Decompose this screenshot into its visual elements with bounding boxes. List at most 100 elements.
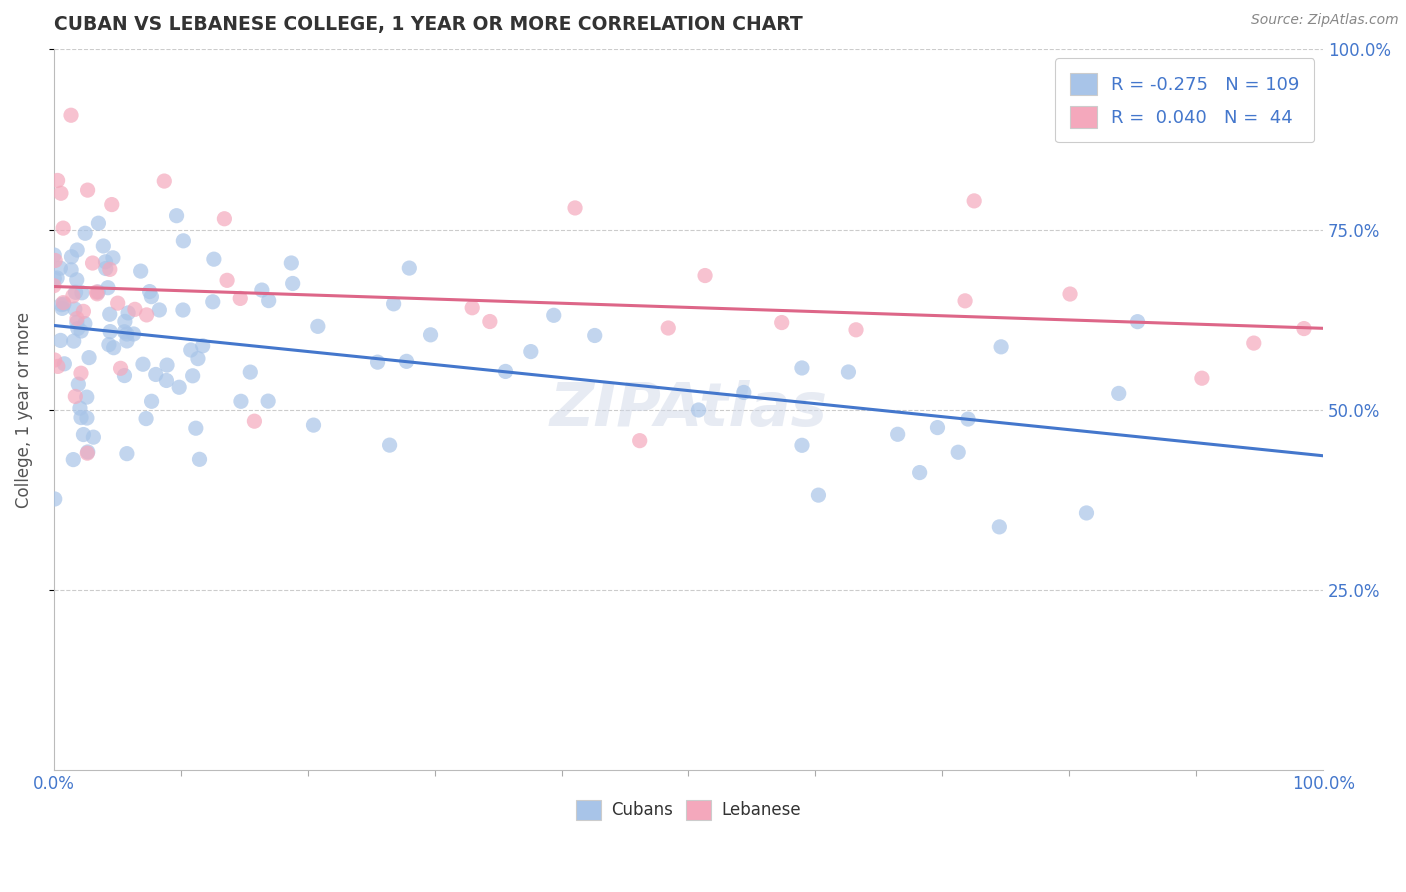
Point bbox=[110, 361, 132, 376]
Point bbox=[76, 183, 98, 197]
Point bbox=[129, 264, 152, 278]
Point bbox=[141, 290, 163, 304]
Point bbox=[124, 302, 146, 317]
Point bbox=[72, 427, 94, 442]
Point bbox=[693, 268, 716, 283]
Point bbox=[97, 337, 120, 351]
Point bbox=[66, 315, 89, 329]
Point bbox=[302, 418, 325, 433]
Point bbox=[66, 273, 89, 287]
Point bbox=[52, 295, 75, 310]
Point bbox=[107, 296, 129, 310]
Point bbox=[886, 427, 908, 442]
Point bbox=[76, 445, 98, 459]
Point bbox=[1076, 506, 1098, 520]
Point bbox=[145, 368, 167, 382]
Point bbox=[155, 374, 177, 388]
Point bbox=[583, 328, 606, 343]
Point bbox=[42, 278, 65, 293]
Point bbox=[217, 273, 239, 287]
Text: CUBAN VS LEBANESE COLLEGE, 1 YEAR OR MORE CORRELATION CHART: CUBAN VS LEBANESE COLLEGE, 1 YEAR OR MOR… bbox=[53, 15, 803, 34]
Point bbox=[114, 368, 136, 383]
Point bbox=[927, 420, 949, 434]
Point bbox=[115, 326, 138, 341]
Point bbox=[49, 261, 72, 276]
Point bbox=[1059, 287, 1081, 301]
Point bbox=[62, 452, 84, 467]
Point bbox=[733, 385, 755, 400]
Point bbox=[141, 394, 163, 409]
Point bbox=[69, 401, 91, 416]
Point bbox=[63, 301, 86, 316]
Point bbox=[114, 325, 136, 339]
Point bbox=[988, 520, 1011, 534]
Point bbox=[51, 301, 73, 316]
Point bbox=[948, 445, 970, 459]
Point bbox=[60, 108, 83, 122]
Point bbox=[86, 285, 108, 299]
Point bbox=[307, 319, 329, 334]
Point bbox=[98, 307, 121, 321]
Point bbox=[367, 355, 389, 369]
Point bbox=[837, 365, 859, 379]
Point bbox=[94, 261, 117, 276]
Point bbox=[77, 351, 100, 365]
Point bbox=[807, 488, 830, 502]
Point bbox=[46, 359, 69, 374]
Point bbox=[51, 298, 73, 312]
Point bbox=[187, 351, 209, 366]
Point bbox=[243, 414, 266, 428]
Point bbox=[70, 366, 93, 380]
Point bbox=[65, 285, 87, 300]
Point bbox=[688, 403, 710, 417]
Point bbox=[167, 380, 190, 394]
Point bbox=[101, 197, 124, 211]
Point bbox=[166, 209, 188, 223]
Point bbox=[156, 358, 179, 372]
Point bbox=[44, 248, 66, 262]
Text: Source: ZipAtlas.com: Source: ZipAtlas.com bbox=[1251, 13, 1399, 28]
Point bbox=[122, 326, 145, 341]
Point bbox=[65, 389, 87, 403]
Point bbox=[114, 314, 136, 328]
Point bbox=[86, 286, 108, 301]
Point bbox=[46, 173, 69, 187]
Point bbox=[257, 394, 280, 409]
Point bbox=[229, 292, 252, 306]
Point bbox=[52, 297, 75, 311]
Point bbox=[478, 314, 501, 328]
Point bbox=[135, 411, 157, 425]
Point bbox=[44, 491, 66, 506]
Point bbox=[66, 311, 89, 326]
Point bbox=[75, 227, 97, 241]
Point bbox=[564, 201, 586, 215]
Point bbox=[250, 283, 273, 297]
Point bbox=[257, 293, 280, 308]
Point bbox=[60, 262, 83, 277]
Point bbox=[398, 261, 420, 276]
Point bbox=[908, 466, 931, 480]
Point bbox=[628, 434, 651, 448]
Point bbox=[44, 353, 66, 368]
Point bbox=[115, 334, 138, 348]
Point bbox=[76, 446, 98, 460]
Point bbox=[52, 221, 75, 235]
Point bbox=[91, 239, 114, 253]
Point bbox=[62, 334, 84, 348]
Point bbox=[495, 364, 517, 378]
Point bbox=[1191, 371, 1213, 385]
Point bbox=[115, 447, 138, 461]
Point bbox=[1292, 321, 1315, 335]
Point bbox=[94, 254, 117, 268]
Point bbox=[845, 323, 868, 337]
Point bbox=[202, 252, 225, 267]
Point bbox=[1108, 386, 1130, 401]
Point bbox=[184, 421, 207, 435]
Point bbox=[44, 271, 66, 285]
Point bbox=[214, 211, 236, 226]
Point bbox=[957, 412, 980, 426]
Point bbox=[461, 301, 484, 315]
Point bbox=[790, 438, 813, 452]
Point bbox=[70, 285, 93, 300]
Point bbox=[172, 303, 194, 318]
